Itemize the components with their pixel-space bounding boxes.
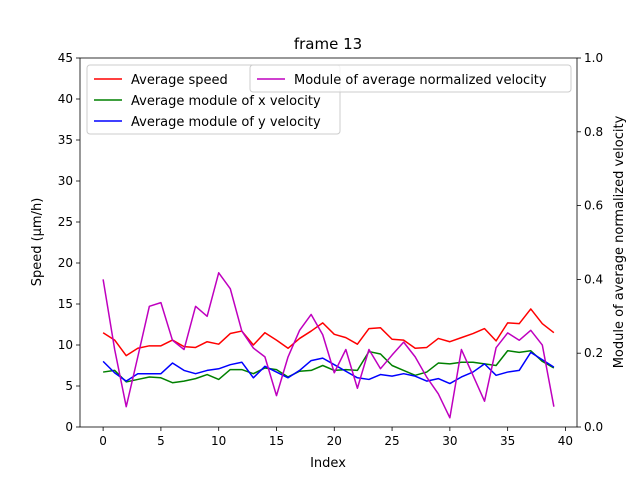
x-tick-label: 25 [384,434,399,448]
series-line-0 [102,308,555,357]
x-tick-label: 0 [99,434,107,448]
y-tick-label-right: 0.2 [584,346,603,360]
y-tick-label-right: 0.8 [584,125,603,139]
x-tick-label: 10 [211,434,226,448]
y-axis-label-left: Speed (μm/h) [30,198,45,287]
y-axis-label-right: Module of average normalized velocity [612,115,627,368]
x-tick-label: 15 [269,434,284,448]
legend-right: Module of average normalized velocity [249,64,572,93]
x-tick-label: 5 [157,434,165,448]
legend-box [249,64,572,93]
legend-label: Average module of x velocity [131,94,321,109]
y-tick-label-left: 15 [58,297,73,311]
x-tick-label: 35 [500,434,515,448]
y-tick-label-left: 45 [58,51,73,65]
y-tick-label-left: 5 [65,379,73,393]
axes-frame [79,57,578,428]
series-line-2 [102,351,555,385]
y-tick-label-left: 10 [58,338,73,352]
y-tick-label-right: 0.4 [584,272,603,286]
x-tick-label: 20 [327,434,342,448]
y-tick-label-left: 0 [65,420,73,434]
y-tick-label-left: 35 [58,133,73,147]
y-tick-label-left: 30 [58,174,73,188]
legend-label: Module of average normalized velocity [294,73,547,88]
y-tick-label-left: 20 [58,256,73,270]
x-tick-label: 30 [442,434,457,448]
y-tick-label-right: 1.0 [584,51,603,65]
legend-label: Average speed [131,73,228,88]
legend-left: Average speed Average module of x velocit… [86,64,341,135]
series-line-3 [102,272,555,419]
x-axis-label: Index [310,456,346,471]
plot-area: 0 5 10 15 20 25 30 35 40 0 5 10 15 20 25 30 35 40 45 0.0 0.2… [58,51,603,448]
x-tick-label: 40 [558,434,573,448]
series-line-1 [103,349,555,384]
y-tick-label-left: 25 [58,215,73,229]
y-tick-label-right: 0.6 [584,199,603,213]
y-tick-label-right: 0.0 [584,420,603,434]
y-tick-label-left: 40 [58,92,73,106]
chart-title: frame 13 [294,35,362,53]
legend-label: Average module of y velocity [131,115,321,130]
